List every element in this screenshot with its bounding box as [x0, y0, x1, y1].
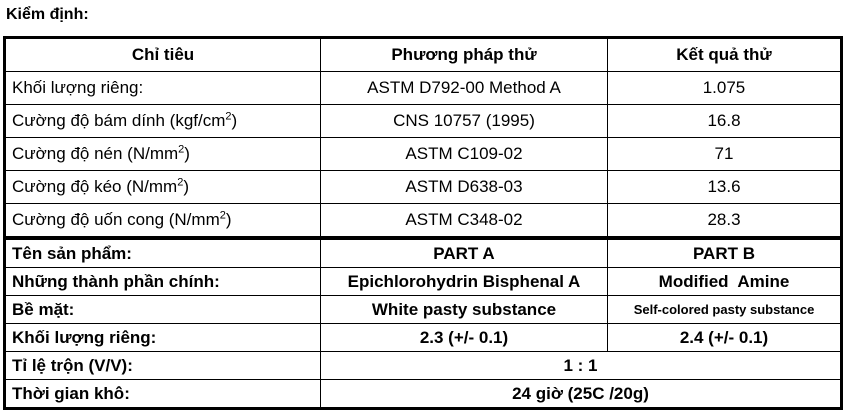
unit-superscript: 2 [177, 176, 184, 189]
result-cell: 16.8 [607, 104, 842, 138]
part-b-cell: 2.4 (+/- 0.1) [607, 323, 842, 352]
part-b-cell: Modified Amine [607, 267, 842, 296]
criterion-text: Cường độ nén (N/mm [12, 144, 179, 163]
criterion-cell: Khối lượng riêng: [4, 71, 321, 105]
result-cell: 13.6 [607, 170, 842, 204]
result-cell: 71 [607, 137, 842, 171]
product-row: Tỉ lệ trộn (V/V): 1 : 1 [4, 351, 842, 380]
method-cell: ASTM D792-00 Method A [320, 71, 608, 105]
merged-value-cell: 1 : 1 [320, 351, 842, 380]
table-row: Cường độ nén (N/mm2) ASTM C109-02 71 [4, 137, 842, 171]
product-row: Những thành phần chính: Epichlorohydrin … [4, 267, 842, 296]
product-row: Thời gian khô: 24 giờ (25C /20g) [4, 379, 842, 409]
unit-tail: ) [184, 144, 190, 163]
header-row: Chỉ tiêu Phương pháp thử Kết quả thử [4, 37, 842, 72]
result-cell: 1.075 [607, 71, 842, 105]
part-b-cell: Self-colored pasty substance [607, 295, 842, 324]
label-cell: Tên sản phẩm: [4, 236, 321, 268]
unit-superscript: 2 [219, 209, 226, 222]
criterion-cell: Cường độ bám dính (kgf/cm2) [4, 104, 321, 138]
unit-superscript: 2 [178, 143, 185, 156]
unit-tail: ) [183, 177, 189, 196]
part-a-cell: 2.3 (+/- 0.1) [320, 323, 608, 352]
criterion-cell: Cường độ kéo (N/mm2) [4, 170, 321, 204]
part-a-cell: White pasty substance [320, 295, 608, 324]
unit-tail: ) [231, 111, 238, 130]
unit-superscript: 2 [225, 110, 232, 123]
method-cell: ASTM D638-03 [320, 170, 608, 204]
label-cell: Những thành phần chính: [4, 267, 321, 296]
spec-table: Chỉ tiêu Phương pháp thử Kết quả thử Khố… [3, 36, 843, 410]
label-cell: Tỉ lệ trộn (V/V): [4, 351, 321, 380]
table-row: Cường độ uốn cong (N/mm2) ASTM C348-02 2… [4, 203, 842, 239]
table-row: Cường độ bám dính (kgf/cm2) CNS 10757 (1… [4, 104, 842, 138]
criterion-text: Cường độ kéo (N/mm [12, 177, 178, 196]
criterion-text: Khối lượng riêng: [12, 78, 144, 97]
table-row: Cường độ kéo (N/mm2) ASTM D638-03 13.6 [4, 170, 842, 204]
merged-value-cell: 24 giờ (25C /20g) [320, 379, 842, 409]
label-cell: Bề mặt: [4, 295, 321, 324]
product-row: Bề mặt: White pasty substance Self-color… [4, 295, 842, 324]
method-cell: ASTM C348-02 [320, 203, 608, 239]
unit-tail: ) [225, 210, 232, 229]
header-method: Phương pháp thử [320, 37, 608, 72]
section-title: Kiểm định: [6, 6, 89, 23]
method-cell: CNS 10757 (1995) [320, 104, 608, 138]
criterion-text: Cường độ uốn cong (N/mm [12, 210, 220, 229]
product-row: Khối lượng riêng: 2.3 (+/- 0.1) 2.4 (+/-… [4, 323, 842, 352]
result-cell: 28.3 [607, 203, 842, 239]
criterion-text: Cường độ bám dính (kgf/cm [12, 111, 226, 130]
part-a-cell: Epichlorohydrin Bisphenal A [320, 267, 608, 296]
product-row: Tên sản phẩm: PART A PART B [4, 236, 842, 268]
header-result: Kết quả thử [607, 37, 842, 72]
label-cell: Khối lượng riêng: [4, 323, 321, 352]
table-row: Khối lượng riêng: ASTM D792-00 Method A … [4, 71, 842, 105]
method-cell: ASTM C109-02 [320, 137, 608, 171]
header-criterion: Chỉ tiêu [4, 37, 321, 72]
part-b-cell: PART B [607, 236, 842, 268]
criterion-cell: Cường độ uốn cong (N/mm2) [4, 203, 321, 239]
criterion-cell: Cường độ nén (N/mm2) [4, 137, 321, 171]
part-a-cell: PART A [320, 236, 608, 268]
label-cell: Thời gian khô: [4, 379, 321, 409]
